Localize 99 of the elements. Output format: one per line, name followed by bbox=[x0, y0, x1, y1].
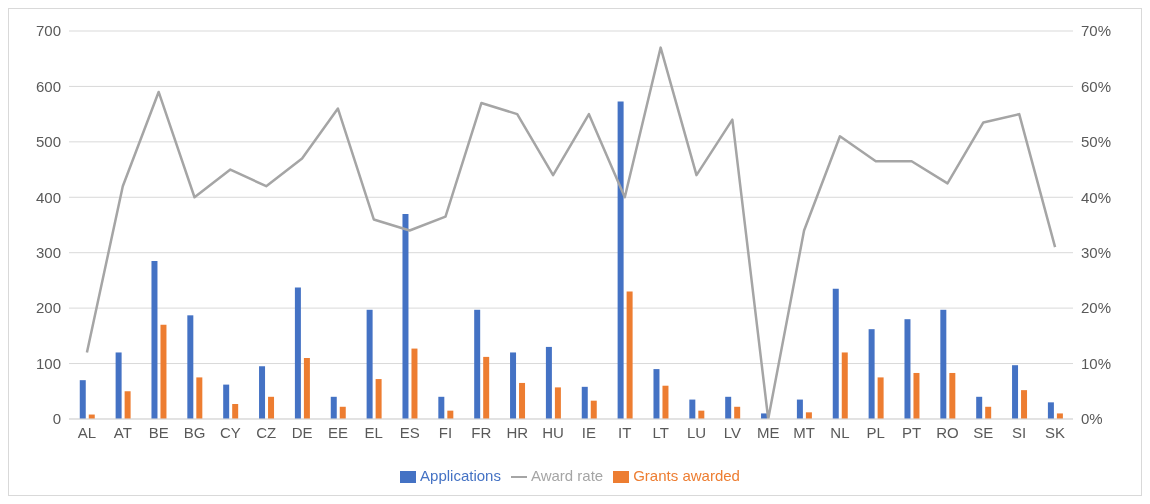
bar bbox=[734, 406, 741, 419]
y2-tick-label: 30% bbox=[1081, 244, 1112, 262]
bar bbox=[626, 291, 633, 419]
x-tick-label: ES bbox=[399, 423, 420, 441]
x-tick-label: BE bbox=[148, 423, 169, 441]
x-tick-label: HU bbox=[542, 423, 564, 441]
bar bbox=[187, 315, 194, 419]
x-tick-label: BG bbox=[183, 423, 206, 441]
bar bbox=[689, 399, 696, 419]
bar bbox=[1021, 390, 1028, 419]
bar bbox=[519, 382, 526, 419]
bar bbox=[259, 366, 266, 419]
bar bbox=[196, 377, 203, 419]
x-tick-label: LT bbox=[652, 423, 669, 441]
y2-tick-label: 50% bbox=[1081, 133, 1112, 151]
x-tick-label: EL bbox=[364, 423, 383, 441]
y-tick-label: 500 bbox=[35, 133, 61, 151]
bar bbox=[985, 406, 992, 419]
x-tick-label: RO bbox=[936, 423, 959, 441]
x-tick-label: CY bbox=[219, 423, 241, 441]
bar bbox=[1056, 413, 1063, 419]
x-tick-label: NL bbox=[830, 423, 850, 441]
bar bbox=[796, 399, 803, 419]
x-tick-label: FI bbox=[438, 423, 453, 441]
y2-tick-label: 20% bbox=[1081, 299, 1112, 317]
y2-tick-label: 10% bbox=[1081, 354, 1112, 372]
x-tick-label: ME bbox=[756, 423, 780, 441]
bar bbox=[554, 387, 561, 419]
x-tick-label: IE bbox=[581, 423, 597, 441]
bar bbox=[402, 213, 409, 419]
bar bbox=[79, 380, 86, 419]
bar bbox=[160, 324, 167, 419]
bar bbox=[653, 369, 660, 419]
x-tick-label: LV bbox=[723, 423, 741, 441]
y-tick-label: 100 bbox=[35, 354, 61, 372]
bar bbox=[1012, 365, 1019, 419]
bar bbox=[303, 358, 310, 419]
bar bbox=[617, 101, 624, 419]
x-tick-label: SE bbox=[973, 423, 994, 441]
y-tick-label: 0 bbox=[52, 410, 61, 428]
x-tick-label: SI bbox=[1012, 423, 1027, 441]
bar bbox=[832, 288, 839, 419]
bar bbox=[545, 346, 552, 419]
x-tick-label: LU bbox=[686, 423, 707, 441]
line-series bbox=[85, 46, 1057, 419]
bar bbox=[151, 261, 158, 419]
bar bbox=[339, 406, 346, 419]
x-tick-label: AT bbox=[113, 423, 132, 441]
bar bbox=[438, 396, 445, 419]
bar bbox=[868, 329, 875, 419]
bar bbox=[841, 352, 848, 419]
y-tick-label: 300 bbox=[35, 244, 61, 262]
bar bbox=[805, 412, 812, 419]
x-tick-label: IT bbox=[618, 423, 632, 441]
bar bbox=[1047, 402, 1054, 419]
bar bbox=[124, 391, 131, 419]
x-tick-label: SK bbox=[1045, 423, 1066, 441]
y-tick-label: 400 bbox=[35, 188, 61, 206]
bar bbox=[330, 396, 337, 419]
bar bbox=[268, 396, 275, 419]
y2-tick-label: 40% bbox=[1081, 188, 1112, 206]
legend-label: Applications bbox=[420, 466, 501, 484]
bar bbox=[949, 372, 956, 419]
bar bbox=[725, 396, 732, 419]
bar bbox=[223, 384, 230, 419]
y-tick-label: 600 bbox=[35, 77, 61, 95]
bar bbox=[913, 372, 920, 419]
bar bbox=[232, 404, 239, 419]
bar bbox=[474, 309, 481, 419]
bar bbox=[904, 319, 911, 419]
x-tick-label: PT bbox=[902, 423, 922, 441]
x-tick-label: EE bbox=[327, 423, 348, 441]
bar bbox=[976, 396, 983, 419]
x-tick-label: HR bbox=[506, 423, 529, 441]
x-tick-label: FR bbox=[471, 423, 492, 441]
y-tick-label: 200 bbox=[35, 299, 61, 317]
legend-label: Award rate bbox=[530, 466, 604, 484]
bar bbox=[294, 287, 301, 419]
bar bbox=[581, 386, 588, 419]
x-tick-label: AL bbox=[77, 423, 97, 441]
bar bbox=[510, 352, 517, 419]
x-tick-label: DE bbox=[291, 423, 313, 441]
y2-tick-label: 70% bbox=[1081, 22, 1112, 40]
legend-label: Grants awarded bbox=[633, 466, 740, 484]
bar bbox=[483, 356, 490, 419]
x-tick-label: CZ bbox=[256, 423, 277, 441]
x-tick-label: MT bbox=[793, 423, 815, 441]
bar bbox=[940, 309, 947, 419]
bar bbox=[115, 352, 122, 419]
y2-tick-label: 0% bbox=[1081, 410, 1103, 428]
bar bbox=[877, 377, 884, 419]
bar bbox=[662, 385, 669, 419]
bar bbox=[375, 379, 382, 419]
bar bbox=[590, 400, 597, 419]
bar bbox=[366, 309, 373, 419]
y-tick-label: 700 bbox=[35, 22, 61, 40]
x-tick-label: PL bbox=[866, 423, 885, 441]
bar bbox=[411, 348, 418, 419]
y2-tick-label: 60% bbox=[1081, 77, 1112, 95]
